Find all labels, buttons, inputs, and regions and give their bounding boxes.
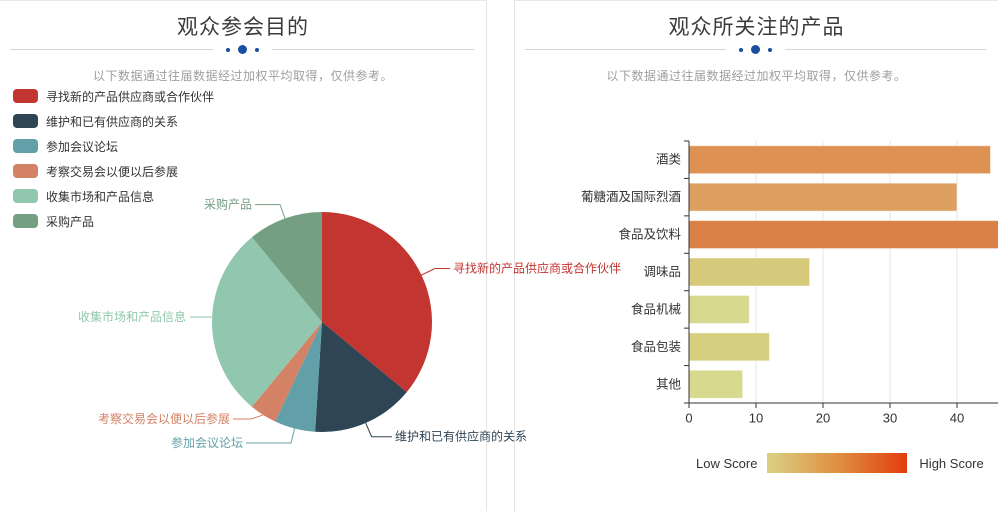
y-category-label: 食品包装: [631, 339, 681, 354]
legend-label: 维护和已有供应商的关系: [46, 114, 179, 129]
visualmap-high-label: High Score: [919, 455, 984, 471]
pie-slice-5[interactable]: [251, 212, 322, 322]
legend-item-3[interactable]: 考察交易会以便以后参展: [13, 164, 214, 179]
legend-label: 考察交易会以便以后参展: [46, 164, 179, 179]
pie-panel-title: 观众参会目的: [177, 16, 309, 39]
visualmap-gradient-bar[interactable]: [767, 453, 908, 473]
bar-4[interactable]: [688, 294, 750, 324]
y-category-label: 葡糖酒及国际烈酒: [581, 189, 681, 204]
x-tick-label: 10: [749, 411, 763, 426]
pie-slice-1[interactable]: [315, 322, 407, 432]
pie-slice-2[interactable]: [275, 322, 322, 432]
divider-ornament-icon: [726, 45, 785, 54]
bar-5[interactable]: [688, 332, 770, 362]
pie-legend: 寻找新的产品供应商或合作伙伴 维护和已有供应商的关系 参加会议论坛考察交易会以便以后…: [13, 89, 214, 239]
bar-6[interactable]: [688, 369, 744, 399]
legend-item-0[interactable]: 寻找新的产品供应商或合作伙伴: [13, 89, 215, 104]
legend-item-5[interactable]: 采购产品: [13, 214, 214, 229]
bar-panel-subtitle: 以下数据通过往届数据经过加权平均取得，仅供参考。: [606, 69, 907, 83]
divider-line: [271, 49, 474, 50]
legend-label: 采购产品: [46, 214, 95, 229]
pie-slice-3[interactable]: [251, 322, 322, 422]
dot-small-icon: [739, 47, 743, 52]
legend-swatch-icon: [13, 189, 38, 203]
legend-swatch-icon: [13, 164, 38, 178]
legend-item-1[interactable]: 维护和已有供应商的关系: [13, 114, 214, 129]
pie-slice-0[interactable]: [322, 212, 432, 393]
visualmap-low-label: Low Score: [696, 455, 758, 471]
legend-item-4[interactable]: 收集市场和产品信息: [13, 189, 214, 204]
legend-label: 寻找新的产品供应商或合作伙伴: [46, 89, 215, 104]
x-tick-label: 30: [883, 411, 897, 426]
pie-slice-4[interactable]: [212, 237, 322, 407]
pie-panel-subtitle: 以下数据通过往届数据经过加权平均取得，仅供参考。: [92, 69, 393, 83]
dot-large-icon: [751, 45, 760, 54]
divider-line: [785, 49, 986, 50]
y-category-label: 食品机械: [631, 301, 682, 316]
divider-line: [525, 49, 726, 50]
y-category-label: 食品及饮料: [618, 227, 681, 242]
dot-large-icon: [237, 45, 247, 54]
legend-item-2[interactable]: 参加会议论坛: [13, 139, 214, 154]
legend-label: 收集市场和产品信息: [46, 189, 155, 204]
bar-0[interactable]: [688, 145, 991, 175]
legend-swatch-icon: [13, 89, 38, 103]
y-category-label: 调味品: [643, 265, 681, 279]
y-category-label: 酒类: [656, 153, 682, 167]
dot-small-icon: [254, 47, 259, 52]
bar-2[interactable]: [688, 220, 998, 250]
bar-panel: 酒类葡糖酒及国际烈酒食品及饮料调味品食品机械食品包装其他 0 10 20 30 40 观众…: [514, 0, 998, 511]
divider-ornament-icon: [213, 45, 272, 54]
y-category-label: 其他: [656, 377, 682, 391]
dot-small-icon: [768, 47, 772, 52]
legend-label: 参加会议论坛: [46, 139, 119, 154]
legend-swatch-icon: [13, 114, 38, 128]
title-divider: [10, 45, 474, 54]
x-tick-label: 0: [685, 411, 692, 426]
x-tick-label: 40: [950, 411, 964, 426]
legend-swatch-icon: [13, 139, 38, 153]
divider-line: [10, 49, 213, 50]
bar-panel-title: 观众所关注的产品: [668, 16, 845, 39]
bar-1[interactable]: [688, 182, 958, 212]
title-divider: [525, 45, 986, 54]
x-tick-label: 20: [816, 411, 830, 426]
dot-small-icon: [225, 47, 230, 52]
bar-3[interactable]: [688, 257, 811, 287]
legend-swatch-icon: [13, 214, 38, 228]
visualmap-legend: Low Score High Score: [696, 453, 984, 473]
